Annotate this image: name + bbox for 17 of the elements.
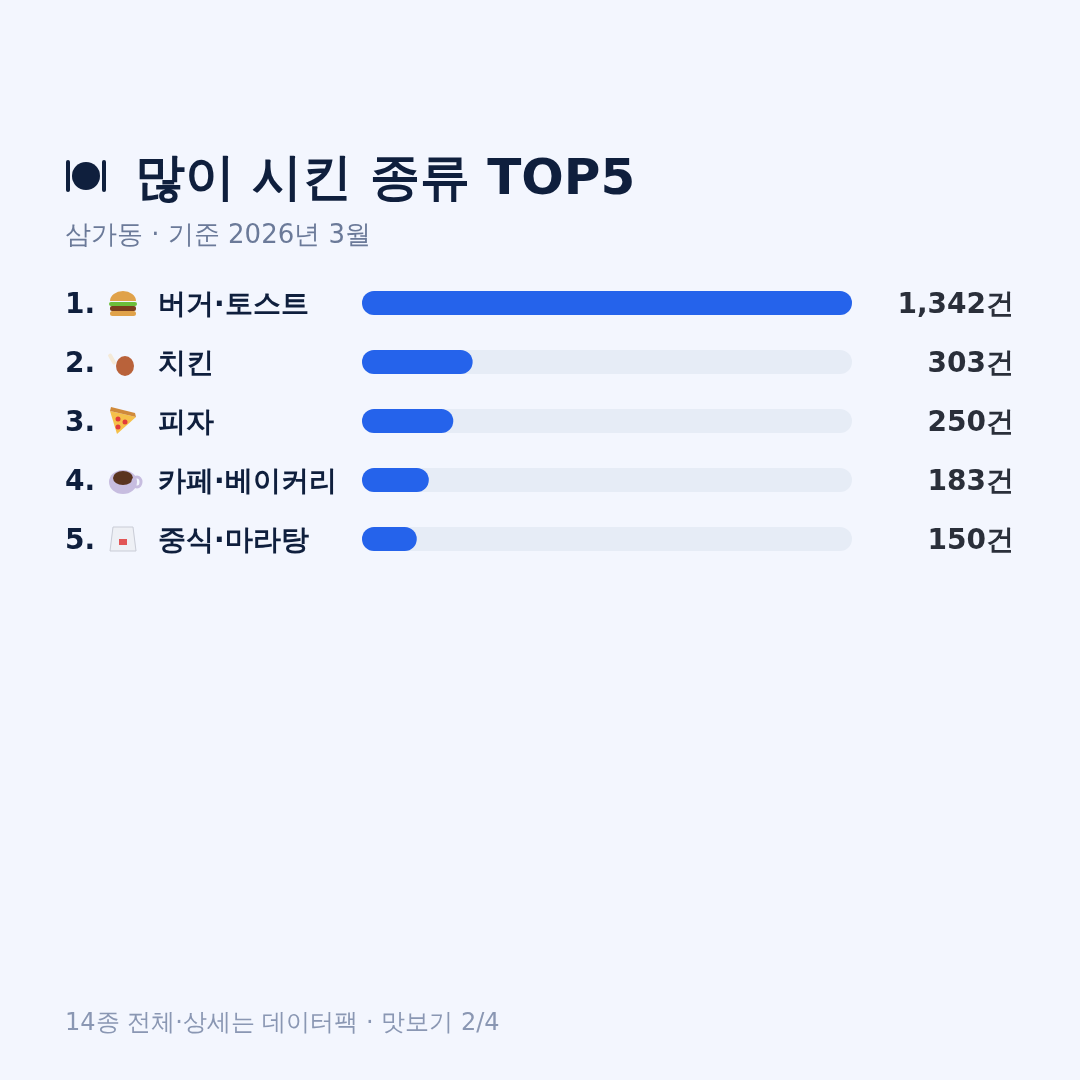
bar xyxy=(362,350,473,374)
data-label: 150건 xyxy=(927,523,1014,557)
data-label: 1,342건 xyxy=(897,287,1014,321)
data-label: 303건 xyxy=(927,346,1014,380)
bar xyxy=(362,468,429,492)
category-label: 4. 카페·베이커리 xyxy=(65,464,337,498)
text: 14종 전체·상세는 데이터팩 · 맛보기 2/4 xyxy=(65,1007,500,1036)
data-label: 250건 xyxy=(927,405,1014,439)
data-label: 183건 xyxy=(927,464,1014,498)
category-label: 5. 중식·마라탕 xyxy=(65,523,309,557)
category-label: 2. 치킨 xyxy=(65,346,214,380)
bar xyxy=(362,409,454,433)
chart-title: 많이 시킨 종류 TOP5 xyxy=(135,148,636,206)
category-label: 1. 버거·토스트 xyxy=(65,287,309,321)
chart-subtitle: 삼가동 · 기준 2026년 3월 xyxy=(65,219,372,250)
category-label: 3. 피자 xyxy=(65,405,214,439)
bar xyxy=(362,527,417,551)
